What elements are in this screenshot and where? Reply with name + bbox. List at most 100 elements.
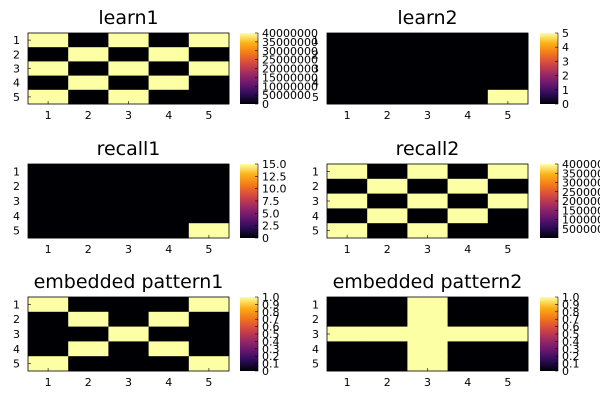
colorbar-tick-label: 0.4 [562, 335, 580, 348]
heatmap-cell [367, 33, 408, 48]
heatmap-cell [148, 311, 190, 327]
colorbar-tick-label: 0.7 [562, 313, 580, 326]
heatmap-cell [108, 223, 149, 239]
heatmap-cell [407, 33, 448, 48]
heatmap-cell [487, 223, 529, 239]
y-tick-label: 3 [13, 328, 20, 341]
y-tick-label: 2 [13, 180, 20, 193]
heatmap-cell [367, 75, 408, 91]
y-tick-label: 4 [13, 77, 20, 90]
heatmap-cell [108, 326, 149, 342]
heatmap-cell [68, 89, 109, 105]
colorbar-tick-label: 0.2 [262, 350, 280, 363]
heatmap-cell [447, 297, 489, 313]
heatmap-cell [68, 33, 109, 48]
heatmap-cell [367, 178, 408, 194]
colorbar-tick-label: 0 [562, 98, 569, 111]
x-tick-label: 4 [165, 376, 172, 389]
heatmap-cell [407, 208, 448, 224]
heatmap-cell [148, 47, 190, 62]
y-tick-label: 4 [312, 343, 319, 356]
y-tick-label: 1 [13, 34, 20, 47]
x-tick-label: 1 [344, 109, 351, 122]
y-tick-label: 4 [312, 210, 319, 223]
heatmap-cell [487, 178, 529, 194]
heatmap-cell [148, 164, 190, 180]
heatmap-cell [108, 208, 149, 224]
heatmap-cell [28, 89, 69, 105]
panel-title: recall1 [97, 138, 161, 160]
heatmap-cell [188, 223, 230, 239]
colorbar-tick-label: 0.5 [262, 328, 280, 341]
colorbar-tick-label: 15000000 [262, 71, 318, 84]
y-tick-label: 2 [13, 313, 20, 326]
heatmap-cell [367, 47, 408, 62]
heatmap-cell [188, 89, 230, 105]
colorbar-tick-label: 15000000 [562, 204, 600, 217]
colorbar-tick-label: 20000000 [262, 63, 318, 76]
heatmap-cell [28, 47, 69, 62]
colorbar-tick-label: 30000000 [562, 177, 600, 190]
heatmap-cell [148, 89, 190, 105]
heatmap-cell [68, 75, 109, 91]
heatmap-cell [28, 164, 69, 180]
heatmap-cell [407, 223, 448, 239]
colorbar-tick-label: 0.2 [562, 350, 580, 363]
colorbar-tick-label: 1.0 [262, 291, 280, 304]
heatmap-cell [188, 297, 230, 313]
heatmap-cell [28, 297, 69, 313]
heatmap-cell [447, 89, 489, 105]
x-tick-label: 4 [464, 109, 471, 122]
heatmap-cell [407, 193, 448, 209]
heatmap-cell [327, 89, 368, 105]
colorbar-tick-label: 0.9 [262, 298, 280, 311]
y-tick-label: 5 [13, 358, 20, 371]
heatmap-cell [188, 356, 230, 372]
heatmap-cell [188, 75, 230, 91]
heatmap-cell [487, 61, 529, 76]
x-tick-label: 4 [165, 109, 172, 122]
heatmap-cell [487, 208, 529, 224]
panel-title: embedded pattern1 [34, 271, 224, 293]
heatmap-cell [487, 356, 529, 372]
y-tick-label: 3 [312, 328, 319, 341]
heatmap-cell [148, 326, 190, 342]
heatmap-cell [367, 61, 408, 76]
colorbar-tick-label: 35000000 [562, 167, 600, 180]
colorbar-tick-label: 0.1 [262, 358, 280, 371]
heatmap-cell [108, 297, 149, 313]
heatmap-cell [487, 47, 529, 62]
heatmap-cell [407, 47, 448, 62]
x-tick-label: 3 [424, 109, 431, 122]
y-tick-label: 1 [312, 34, 319, 47]
heatmap-cell [68, 341, 109, 357]
y-tick-label: 2 [312, 48, 319, 61]
heatmap-cell [188, 326, 230, 342]
y-tick-label: 5 [312, 91, 319, 104]
heatmap-cell [148, 33, 190, 48]
heatmap-cell [407, 326, 448, 342]
heatmap-cell [108, 75, 149, 91]
y-tick-label: 1 [13, 298, 20, 311]
colorbar-tick-label: 0.3 [262, 343, 280, 356]
heatmap-cell [327, 178, 368, 194]
heatmap-cell [68, 311, 109, 327]
heatmap-cell [487, 341, 529, 357]
x-tick-label: 1 [45, 376, 52, 389]
heatmap-cell [327, 61, 368, 76]
heatmap-cell [108, 341, 149, 357]
x-tick-label: 5 [504, 109, 511, 122]
panel-title: learn2 [397, 7, 457, 29]
heatmap-panel-5: embedded pattern1 1 2 3 4 5 1 2 3 4 5 00.10.20.30.4… [13, 271, 280, 389]
heatmap-cell [28, 341, 69, 357]
heatmap-cell [28, 193, 69, 209]
heatmap-cell [447, 164, 489, 180]
colorbar-tick-label: 25000000 [262, 54, 318, 67]
heatmap-cell [367, 89, 408, 105]
heatmap-cell [148, 208, 190, 224]
x-tick-label: 5 [504, 243, 511, 256]
x-tick-label: 5 [205, 243, 212, 256]
colorbar [240, 33, 258, 104]
